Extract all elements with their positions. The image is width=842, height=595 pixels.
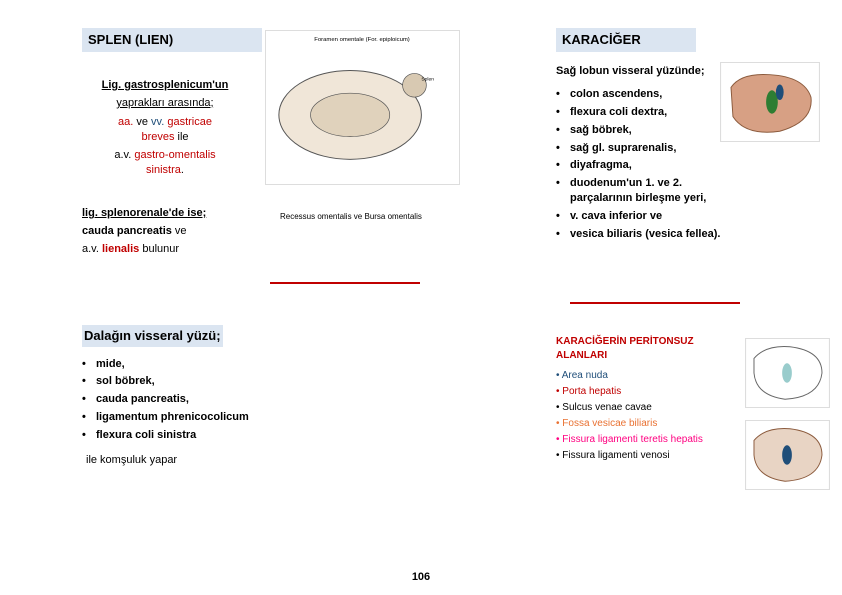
liver-list: colon ascendens, flexura coli dextra, sa…	[556, 87, 776, 242]
vv-text: vv.	[151, 116, 164, 128]
liver-visceral-list-block: colon ascendens, flexura coli dextra, sa…	[556, 84, 776, 245]
visceral-list: mide, sol böbrek, cauda pancreatis, liga…	[82, 357, 352, 443]
visceral-item: sol böbrek,	[82, 374, 352, 389]
liver-item: sağ gl. suprarenalis,	[556, 141, 776, 156]
anatomy-figure-foramen: Foramen omentale (For. epiploicum) Splen	[265, 30, 460, 185]
liver-item: v. cava inferior ve	[556, 209, 776, 224]
vcava-a: v. cava inferior	[570, 210, 647, 222]
splenorenale-block: lig. splenorenale'de ise; cauda pancreat…	[82, 206, 262, 257]
divider-right	[570, 302, 740, 304]
visceral-item: flexura coli sinistra	[82, 428, 352, 443]
peri-item: • Fissura ligamenti venosi	[556, 448, 746, 464]
sulcus-vc: Sulcus venae cavae	[562, 402, 652, 413]
peritoneum-title: KARACİĞERİN PERİTONSUZ ALANLARI	[556, 335, 746, 362]
vcava-b: ve	[647, 210, 662, 222]
liver-diagram-small-2	[745, 420, 830, 490]
cauda-text: cauda pancreatis	[82, 225, 172, 237]
cauda-line: cauda pancreatis ve	[82, 224, 262, 239]
visceral-block: Dalağın visseral yüzü; mide, sol böbrek,…	[82, 325, 352, 468]
sinistra-text: sinistra	[146, 164, 181, 176]
peri-item: • Porta hepatis	[556, 384, 746, 400]
duodenum-a: duodenum'un 1. ve 2.	[570, 177, 682, 189]
peritoneum-items: • Area nuda • Porta hepatis • Sulcus ven…	[556, 368, 746, 464]
vesica-text: vesica biliaris (vesica fellea)	[570, 228, 717, 240]
liver-item: sağ böbrek,	[556, 123, 776, 138]
peri-item: • Fissura ligamenti teretis hepatis	[556, 432, 746, 448]
visceral-item: cauda pancreatis,	[82, 392, 352, 407]
period: .	[181, 164, 184, 176]
aa-vv-line: aa. ve vv. gastricae	[80, 115, 250, 130]
av-prefix: a.v.	[114, 149, 134, 161]
ve-text2: ve	[172, 225, 187, 237]
splenorenale-title: lig. splenorenale'de ise;	[82, 206, 262, 221]
svg-text:Splen: Splen	[421, 76, 434, 82]
breves-line: breves ile	[80, 130, 250, 145]
spleen-header: SPLEN (LIEN)	[82, 28, 262, 52]
peri-item: • Area nuda	[556, 368, 746, 384]
liver-header: KARACİĞER	[556, 28, 696, 52]
ile-text: ile	[174, 131, 188, 143]
visceral-title: Dalağın visseral yüzü;	[82, 325, 223, 347]
liver-diagram-small-1	[745, 338, 830, 408]
av-name: gastro-omentalis	[134, 149, 215, 161]
caption-recessus: Recessus omentalis ve Bursa omentalis	[280, 212, 422, 221]
svg-text:Foramen omentale (For. epiploi: Foramen omentale (For. epiploicum)	[314, 37, 410, 43]
peritoneum-block: KARACİĞERİN PERİTONSUZ ALANLARI • Area n…	[556, 335, 746, 464]
lienalis-line: a.v. lienalis bulunur	[82, 242, 262, 257]
ve-text: ve	[133, 116, 151, 128]
lienalis-text: lienalis	[102, 243, 139, 255]
vesica-period: .	[717, 228, 720, 240]
fissura-venosi: Fissura ligamenti venosi	[562, 450, 669, 461]
liver-item: colon ascendens,	[556, 87, 776, 102]
bulunur-text: bulunur	[139, 243, 179, 255]
liver-item: diyafragma,	[556, 158, 776, 173]
gastricae-text: gastricae	[164, 116, 212, 128]
gastrosplenicum-title: Lig. gastrosplenicum'un	[80, 78, 250, 93]
visceral-item: mide,	[82, 357, 352, 372]
peri-item: • Fossa vesicae biliaris	[556, 416, 746, 432]
page-number: 106	[0, 571, 842, 583]
breves-text: breves	[141, 131, 174, 143]
fissura-teretis: Fissura ligamenti teretis hepatis	[562, 434, 703, 445]
visceral-trailer: ile komşuluk yapar	[82, 453, 352, 468]
porta-hepatis: Porta hepatis	[562, 386, 621, 397]
liver-item: flexura coli dextra,	[556, 105, 776, 120]
aa-text: aa.	[118, 116, 133, 128]
av-prefix2: a.v.	[82, 243, 102, 255]
visceral-item: ligamentum phrenicocolicum	[82, 410, 352, 425]
divider-left	[270, 282, 420, 284]
av-line: a.v. gastro-omentalis	[80, 148, 250, 163]
duodenum-b: parçalarının birleşme yeri,	[570, 192, 706, 204]
gastrosplenicum-sub: yaprakları arasında;	[80, 96, 250, 111]
liver-item: vesica biliaris (vesica fellea).	[556, 227, 776, 242]
gastrosplenicum-block: Lig. gastrosplenicum'un yaprakları arası…	[80, 78, 250, 178]
fossa-vb: Fossa vesicae biliaris	[562, 418, 657, 429]
av-tail: sinistra.	[80, 163, 250, 178]
liver-item: duodenum'un 1. ve 2. parçalarının birleş…	[556, 176, 776, 206]
area-nuda: Area nuda	[562, 370, 608, 381]
fig-caption-bottom: Recessus omentalis ve Bursa omentalis	[280, 212, 460, 223]
peri-item: • Sulcus venae cavae	[556, 400, 746, 416]
